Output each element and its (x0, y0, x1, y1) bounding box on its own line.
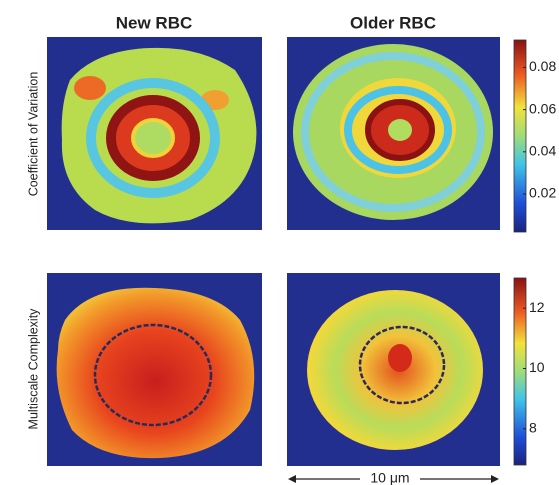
column-title: New RBC (116, 13, 193, 32)
row-label: Multiscale Complexity (26, 308, 40, 430)
scale-bar: 10 μm (288, 470, 499, 485)
heatmap (287, 37, 500, 230)
column-title: Older RBC (350, 13, 436, 32)
tick-label: 10 (529, 359, 545, 375)
figure: New RBC Older RBC Coefficient of Variati… (0, 0, 559, 485)
heatmap (287, 273, 500, 466)
row-label: Coefficient of Variation (26, 72, 40, 197)
tick-label: 0.02 (529, 185, 556, 201)
tick-label: 12 (529, 299, 545, 315)
colorbar (514, 278, 526, 465)
heatmap (47, 37, 262, 230)
colorbar (514, 40, 526, 232)
heatmap (47, 273, 262, 466)
tick-label: 0.08 (529, 58, 556, 74)
tick-label: 0.04 (529, 143, 556, 159)
tick-label: 0.06 (529, 100, 556, 116)
scale-label: 10 μm (370, 470, 409, 485)
tick-label: 8 (529, 420, 537, 436)
